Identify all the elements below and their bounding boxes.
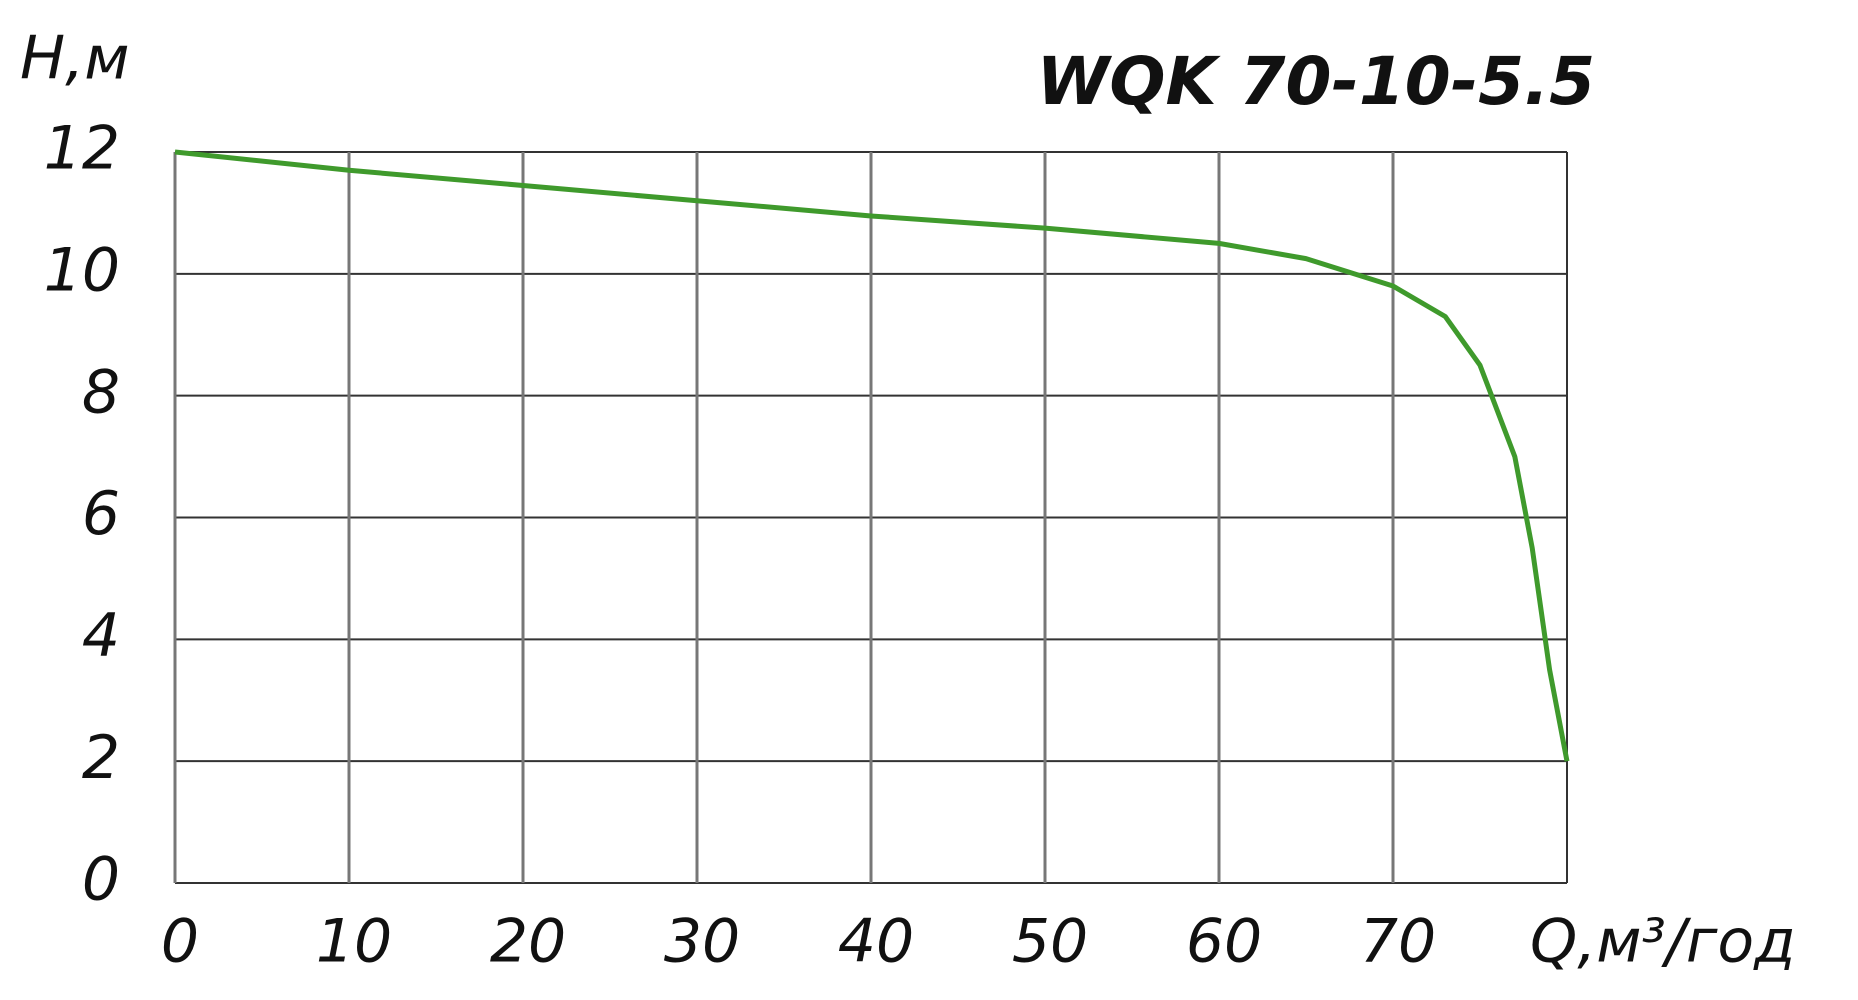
x-tick-label: 10 <box>316 907 392 977</box>
x-tick-label: 60 <box>1186 907 1262 977</box>
y-tick-label: 6 <box>82 479 120 549</box>
y-tick-label: 8 <box>82 357 120 427</box>
y-tick-label: 4 <box>82 601 120 671</box>
x-axis-label: Q,м³/год <box>1530 907 1796 977</box>
y-tick-label: 10 <box>44 235 120 305</box>
y-tick-label: 12 <box>44 114 120 184</box>
x-tick-label: 70 <box>1360 907 1436 977</box>
x-tick-label: 20 <box>490 907 566 977</box>
y-tick-label: 0 <box>82 845 120 915</box>
chart-title: WQK 70-10-5.5 <box>1037 43 1595 120</box>
x-tick-label: 30 <box>664 907 740 977</box>
y-tick-label: 2 <box>82 723 120 793</box>
y-axis-label: Н,м <box>20 24 129 94</box>
line-series <box>174 149 1570 762</box>
x-tick-label: 50 <box>1012 907 1088 977</box>
x-tick-label: 0 <box>161 907 199 977</box>
x-tick-label: 40 <box>838 907 914 977</box>
